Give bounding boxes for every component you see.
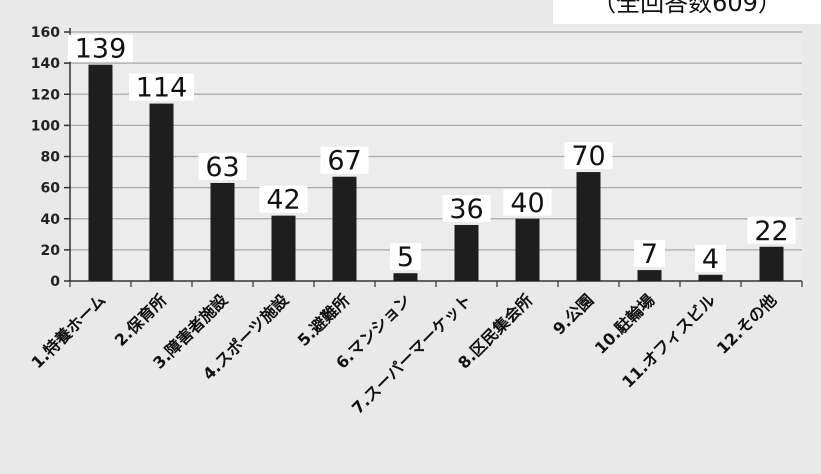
data-label-bg bbox=[259, 185, 308, 213]
y-tick-label: 160 bbox=[31, 25, 60, 41]
data-label-bg bbox=[390, 243, 421, 271]
data-label: 63 bbox=[205, 152, 239, 183]
bar bbox=[454, 224, 479, 281]
data-label: 5 bbox=[397, 242, 414, 273]
bar bbox=[393, 273, 418, 281]
data-label-bg bbox=[320, 146, 369, 174]
data-label: 114 bbox=[136, 73, 188, 104]
data-label-bg bbox=[198, 152, 247, 180]
y-tick-label: 120 bbox=[31, 87, 60, 103]
data-label-bg bbox=[442, 194, 491, 222]
plot-area bbox=[70, 28, 802, 281]
x-category-label: 1.特養ホーム bbox=[27, 290, 109, 372]
data-label: 70 bbox=[571, 141, 605, 172]
bar bbox=[332, 176, 357, 281]
data-label: 42 bbox=[266, 185, 300, 216]
x-category-label: 12.その他 bbox=[713, 290, 780, 357]
data-label-bg bbox=[747, 216, 796, 244]
x-category-label: 9.公園 bbox=[549, 290, 597, 338]
data-label-bg bbox=[503, 188, 552, 216]
y-tick-label: 60 bbox=[41, 181, 61, 197]
data-label-bg bbox=[68, 34, 133, 62]
data-label: 7 bbox=[641, 239, 658, 270]
data-label-bg bbox=[129, 73, 194, 101]
bar bbox=[759, 246, 784, 281]
y-tick-label: 20 bbox=[41, 243, 61, 259]
x-category-label: 7.スーパーマーケット bbox=[348, 290, 475, 417]
data-label-bg bbox=[695, 244, 726, 272]
chart-note: （全回答数609） bbox=[553, 0, 821, 24]
bar bbox=[637, 270, 662, 281]
bar bbox=[698, 274, 723, 281]
bar bbox=[576, 172, 601, 281]
bar bbox=[149, 103, 174, 282]
data-label: 139 bbox=[75, 34, 127, 65]
y-tick-label: 40 bbox=[41, 212, 61, 228]
y-tick-label: 0 bbox=[50, 274, 60, 290]
data-label: 67 bbox=[327, 146, 361, 177]
bar bbox=[271, 215, 296, 281]
data-label-bg bbox=[634, 240, 665, 268]
data-label: 36 bbox=[449, 194, 483, 225]
y-tick-label: 140 bbox=[31, 56, 60, 72]
data-label: 22 bbox=[754, 216, 788, 247]
y-tick-label: 100 bbox=[31, 118, 60, 134]
data-label: 4 bbox=[702, 244, 719, 275]
bar bbox=[88, 64, 113, 282]
bar bbox=[515, 218, 540, 281]
data-label: 40 bbox=[510, 188, 544, 219]
bar bbox=[210, 182, 235, 281]
y-tick-label: 80 bbox=[41, 150, 61, 166]
x-category-label: 5.避難所 bbox=[294, 290, 354, 350]
data-label-bg bbox=[564, 142, 613, 170]
x-category-label: 2.保育所 bbox=[111, 290, 171, 350]
